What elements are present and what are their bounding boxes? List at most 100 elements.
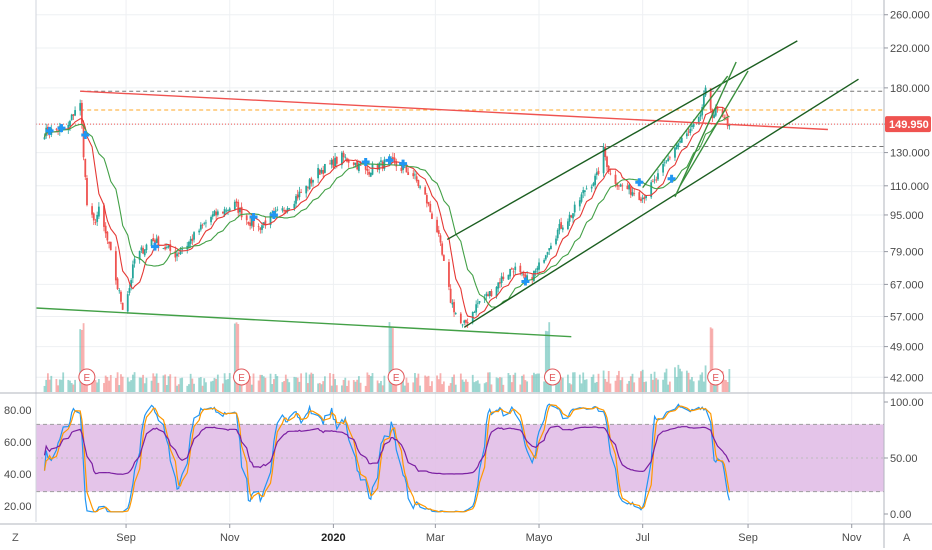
cross-marker: [361, 157, 370, 166]
candle-body: [499, 282, 501, 284]
volume-bar: [179, 378, 182, 392]
volume-bar: [531, 375, 534, 392]
volume-bar: [680, 371, 683, 392]
candle-body: [662, 163, 664, 173]
earnings-marker[interactable]: E: [387, 368, 405, 386]
candle-body: [57, 130, 59, 132]
volume-bar: [402, 380, 404, 392]
volume-bar: [679, 368, 681, 392]
volume-bar: [128, 381, 131, 392]
earnings-label: E: [712, 373, 719, 384]
earnings-marker[interactable]: E: [544, 368, 562, 386]
horizontal-levels[interactable]: [36, 90, 884, 148]
trend-line-1: [35, 307, 572, 338]
volume-bar: [169, 374, 172, 392]
candle-body: [390, 158, 393, 159]
candle-body: [702, 95, 705, 108]
earnings-marker[interactable]: E: [233, 368, 251, 386]
candle-body: [685, 133, 688, 137]
candle-body: [174, 250, 177, 258]
stochastic-rsi-panel[interactable]: [36, 403, 884, 513]
volume-bar: [711, 328, 714, 392]
candle-body: [366, 169, 369, 171]
candle-body: [203, 223, 206, 225]
timezone-button[interactable]: Z: [12, 532, 19, 544]
volume-bar: [94, 380, 97, 392]
volume-bar: [67, 379, 70, 392]
candle-body: [405, 165, 408, 173]
candle-body: [252, 216, 255, 227]
candle-body: [380, 160, 382, 162]
volume-bar: [597, 373, 600, 392]
volume-bar: [213, 377, 216, 392]
volume-bar: [500, 377, 503, 392]
candle-body: [188, 241, 190, 248]
volume-bar: [616, 375, 619, 392]
volume-bar: [651, 379, 654, 392]
candle-body: [235, 201, 238, 204]
volume-bar: [617, 370, 620, 392]
volume-bar: [512, 374, 515, 392]
candle-body: [677, 143, 680, 147]
time-tick-label: Sep: [738, 532, 758, 544]
candle-body: [726, 117, 729, 127]
candle-body: [162, 247, 165, 249]
volume-bar: [62, 372, 65, 392]
volume-bar: [380, 380, 382, 392]
candle-body: [442, 255, 445, 261]
volume-bar: [427, 375, 430, 392]
volume-bar: [330, 385, 333, 392]
candle-body: [441, 243, 444, 255]
volume-bar: [538, 373, 540, 392]
candle-body: [165, 247, 168, 248]
candle-body: [544, 255, 547, 260]
trend-lines[interactable]: [35, 40, 859, 338]
price-tick-label: 260.000: [890, 10, 930, 22]
candle-body: [415, 176, 418, 181]
candle-body: [572, 213, 574, 219]
candle-body: [261, 225, 263, 230]
trend-line-3: [463, 78, 859, 328]
volume-bar: [55, 379, 58, 392]
candle-body: [264, 220, 267, 226]
volume-bar: [284, 374, 287, 392]
candle-body: [609, 173, 612, 175]
volume-bar: [43, 385, 46, 392]
volume-bar: [142, 374, 144, 392]
candlesticks[interactable]: [43, 85, 731, 328]
trend-line-2: [446, 40, 798, 241]
earnings-marker[interactable]: E: [78, 368, 96, 386]
candle-body: [651, 181, 654, 183]
volume-bar: [305, 372, 308, 392]
candle-body: [312, 179, 314, 183]
volume-bar: [606, 381, 608, 392]
volume-bar: [488, 372, 491, 392]
volume-bar: [578, 374, 581, 392]
volume-bar: [424, 375, 427, 392]
candle-body: [332, 159, 335, 168]
volume-bar: [108, 380, 110, 392]
volume-bar: [269, 373, 272, 392]
candle-body: [619, 184, 622, 187]
volume-bar: [640, 371, 642, 392]
volume-bar: [405, 377, 408, 392]
earnings-marker[interactable]: E: [707, 368, 725, 386]
volume-bar: [48, 379, 51, 392]
volume-bar: [548, 322, 551, 392]
volume-bar: [312, 373, 314, 392]
volume-bar: [448, 385, 450, 392]
volume-bar: [262, 376, 265, 392]
auto-scale-button[interactable]: A: [903, 532, 911, 544]
candle-body: [536, 267, 539, 271]
candle-body: [522, 273, 525, 276]
candle-body: [417, 180, 420, 187]
time-axis[interactable]: Sep Nov 2020 Mar Mayo Jul Sep Nov: [116, 524, 862, 544]
time-tick-label: Mayo: [526, 532, 553, 544]
candle-body: [555, 238, 557, 245]
candle-body: [395, 161, 398, 167]
cross-marker: [385, 156, 394, 165]
volume-bar: [274, 373, 277, 392]
candle-body: [487, 294, 489, 297]
